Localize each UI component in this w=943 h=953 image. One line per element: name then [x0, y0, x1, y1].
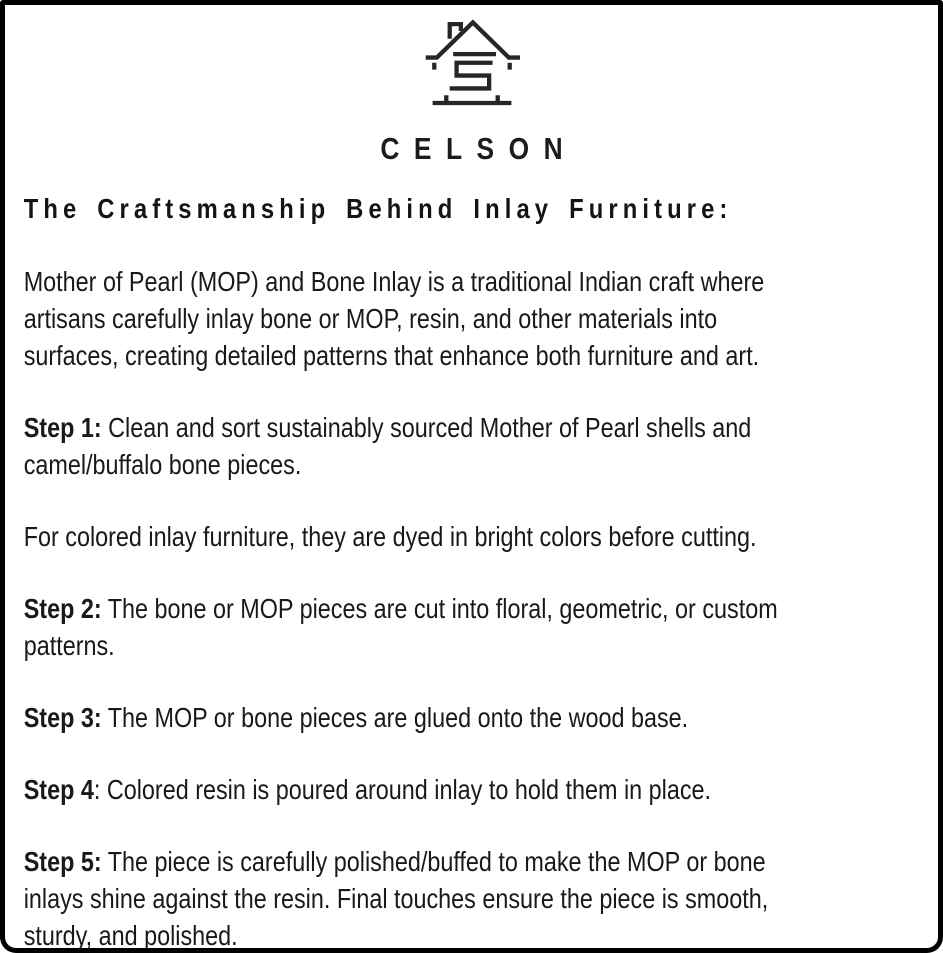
step-3-label: Step 3: [23, 702, 102, 733]
text-line: The MOP or bone pieces are glued onto th… [101, 702, 689, 733]
step-2-paragraph: Step 2: The bone or MOP pieces are cut i… [24, 590, 920, 664]
logo-s-body [449, 60, 493, 91]
text-line: Clean and sort sustainably sourced Mothe… [101, 412, 752, 443]
logo-wall-ticks [431, 62, 512, 70]
logo-base-ticks [443, 95, 500, 102]
text-line: patterns. [23, 630, 115, 661]
intro-paragraph: Mother of Pearl (MOP) and Bone Inlay is … [24, 263, 920, 374]
text-line: surfaces, creating detailed patterns tha… [23, 340, 760, 371]
text-line: : Colored resin is poured around inlay t… [93, 774, 712, 805]
content-area: CELSON The Craftsmanship Behind Inlay Fu… [5, 131, 938, 951]
step-3-paragraph: Step 3: The MOP or bone pieces are glued… [24, 699, 920, 736]
text-line: Mother of Pearl (MOP) and Bone Inlay is … [23, 266, 765, 297]
step-2-label: Step 2: [23, 593, 102, 624]
step-5-paragraph: Step 5: The piece is carefully polished/… [23, 843, 920, 951]
text-line: The piece is carefully polished/buffed t… [101, 846, 766, 877]
text-line: The bone or MOP pieces are cut into flor… [101, 593, 778, 624]
step-4-paragraph: Step 4: Colored resin is poured around i… [24, 771, 920, 808]
text-line: sturdy, and polished. [23, 920, 238, 951]
text-line: For colored inlay furniture, they are dy… [23, 521, 757, 552]
text-line: inlays shine against the resin. Final to… [23, 883, 769, 914]
text-line: camel/buffalo bone pieces. [23, 449, 302, 480]
page-title: The Craftsmanship Behind Inlay Furniture… [23, 193, 733, 224]
step-4-label: Step 4 [23, 774, 94, 805]
logo-chimney [447, 22, 463, 39]
house-with-s-monogram-icon [425, 19, 520, 106]
step-1-label: Step 1: [23, 412, 102, 443]
text-line: artisans carefully inlay bone or MOP, re… [23, 303, 718, 334]
dye-note-paragraph: For colored inlay furniture, they are dy… [24, 518, 920, 555]
brand-name: CELSON [380, 131, 578, 166]
logo-roof [425, 19, 520, 60]
step-5-label: Step 5: [23, 846, 102, 877]
step-1-paragraph: Step 1: Clean and sort sustainably sourc… [24, 409, 920, 483]
